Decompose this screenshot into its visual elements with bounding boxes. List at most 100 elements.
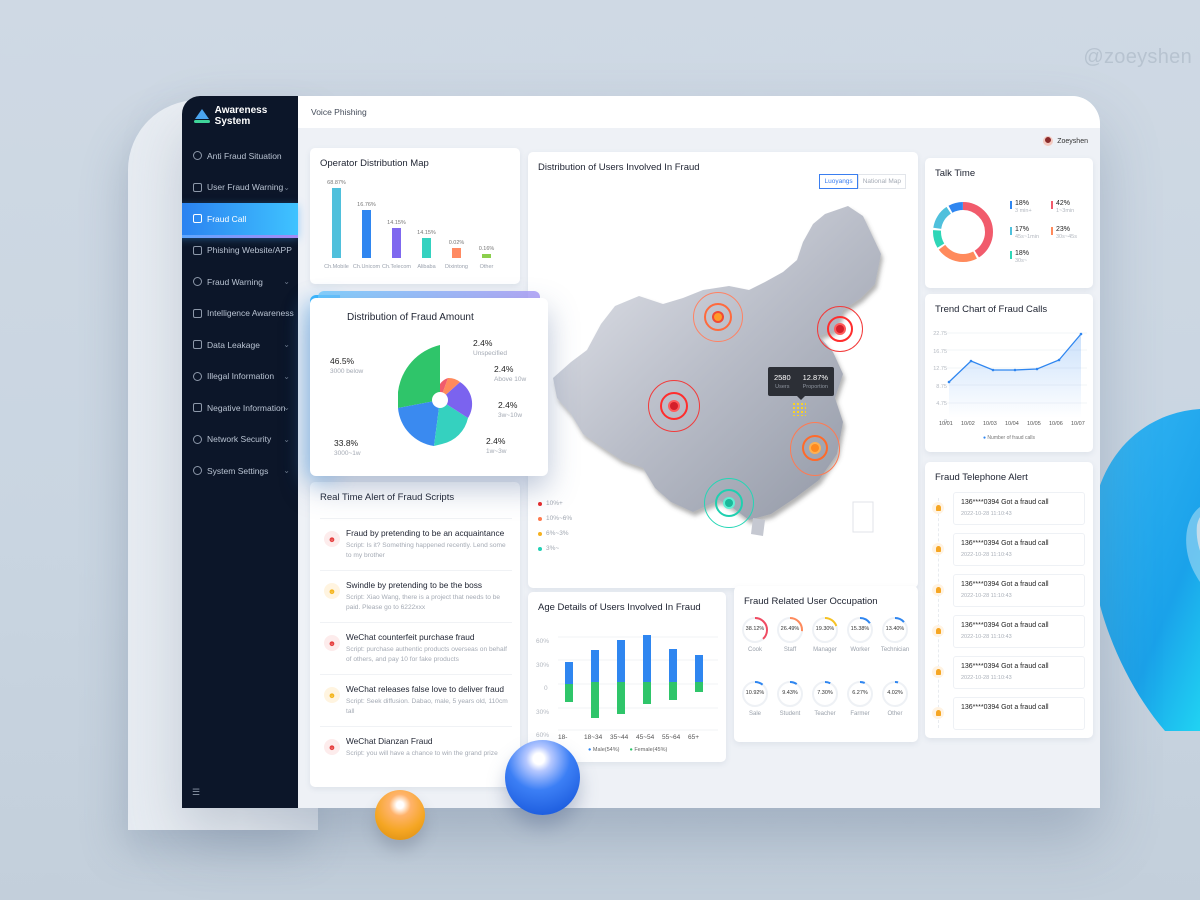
legend-item[interactable]: 10%+	[538, 500, 572, 507]
bar-ch-telecom[interactable]: 14.15% Ch.Telecom	[382, 220, 411, 270]
occupation-gauge[interactable]: 6.27% Farmer	[845, 680, 875, 717]
sidebar-item-illegal-information[interactable]: Illegal Information ⌄	[182, 361, 298, 393]
logo[interactable]: Awareness System	[182, 96, 298, 136]
briefcase-icon	[193, 340, 202, 350]
gauge-pct: 4.02%	[887, 690, 903, 696]
bar	[392, 228, 401, 258]
legend-label: 10%+	[546, 500, 563, 507]
script-alert-item[interactable]: ☻ WeChat counterfeit purchase fraud Script…	[320, 622, 512, 673]
occupation-gauge[interactable]: 13.40% Technician	[880, 616, 910, 653]
sidebar-item-user-fraud-warning[interactable]: User Fraud Warning ⌄	[182, 172, 298, 204]
bar-dixintong[interactable]: 0.02% Dixintong	[442, 240, 471, 270]
trend-x-axis: 10/01 10/02 10/03 10/04 10/05 10/06 10/0…	[939, 421, 1093, 427]
hotspot-ring[interactable]	[693, 292, 743, 342]
fraud-amount-rose-chart[interactable]	[390, 340, 490, 460]
script-text: Script: Is it? Something happened recent…	[346, 542, 506, 559]
hotspot-ring[interactable]	[648, 380, 700, 432]
telephone-alert-item[interactable]: 136****0394 Got a fraud call 2022-10-28 1…	[953, 533, 1085, 566]
tooltip-proportion-value: 12.87%	[802, 373, 829, 382]
script-alert-item[interactable]: ☻ Fraud by pretending to be an acquaintan…	[320, 518, 512, 569]
slice-pct: 2.4%	[486, 436, 506, 446]
legend-item[interactable]: 6%~3%	[538, 530, 572, 537]
sidebar-item-anti-fraud-situation[interactable]: Anti Fraud Situation	[182, 140, 298, 172]
talk-legend-item: 23% 30s~45s	[1051, 226, 1077, 240]
x-tick: 35~44	[610, 734, 629, 741]
map-tab-group: Luoyangs National Map	[819, 174, 906, 189]
script-title: WeChat counterfeit purchase fraud	[346, 632, 475, 642]
slice-pct: 2.4%	[494, 364, 514, 374]
bar	[332, 188, 341, 258]
location-icon	[193, 371, 202, 381]
talk-time-donut[interactable]	[931, 192, 995, 272]
sidebar-item-label: Data Leakage	[207, 339, 260, 350]
mountain-logo-icon	[194, 109, 210, 123]
script-alert-item[interactable]: ☻ WeChat Dianzan Fraud Script: you will ha…	[320, 726, 512, 777]
telephone-alert-item[interactable]: 136****0394 Got a fraud call 2022-10-28 1…	[953, 574, 1085, 607]
sidebar-item-data-leakage[interactable]: Data Leakage ⌄	[182, 329, 298, 361]
occupation-gauge[interactable]: 9.43% Student	[775, 680, 805, 717]
decorative-orange-sphere	[375, 790, 425, 840]
tab-luoyangs[interactable]: Luoyangs	[819, 174, 858, 189]
fraud-users-map-card: Distribution of Users Involved In Fraud …	[528, 152, 918, 588]
legend-item-male[interactable]: ● Male(54%)	[588, 747, 620, 753]
amount-label: 2.4% Unspecified	[473, 338, 507, 357]
occupation-gauge[interactable]: 38.12% Cook	[740, 616, 770, 653]
gauge-ring: 9.43%	[776, 680, 804, 708]
occupation-gauge[interactable]: 19.30% Manager	[810, 616, 840, 653]
gauge-label: Sale	[748, 711, 761, 717]
x-tick: 10/06	[1049, 421, 1063, 427]
occupation-gauge[interactable]: 26.49% Staff	[775, 616, 805, 653]
occupation-gauge[interactable]: 4.02% Other	[880, 680, 910, 717]
trend-legend[interactable]: ● Number of fraud calls	[983, 435, 1035, 441]
fraud-amount-card: Distribution of Fraud Amount 46.5% 3000 b…	[310, 298, 548, 476]
occupation-gauge[interactable]: 10.92% Sale	[740, 680, 770, 717]
user-menu[interactable]: Zoeyshen	[1043, 136, 1088, 146]
age-bar-chart[interactable]	[558, 632, 718, 732]
cluster-marker[interactable]	[792, 402, 806, 416]
bar-other[interactable]: 0.16% Other	[472, 246, 501, 270]
bar-ch-mobile[interactable]: 68.87% Ch.Mobile	[322, 180, 351, 270]
sidebar-item-phishing-website-app[interactable]: Phishing Website/APP	[182, 235, 298, 267]
sidebar-item-fraud-call[interactable]: Fraud Call	[182, 203, 298, 237]
bell-icon	[932, 625, 944, 637]
bar-ch-unicom[interactable]: 16.76% Ch.Unicom	[352, 202, 381, 270]
telephone-alert-item[interactable]: 136****0394 Got a fraud call 2022-10-28 1…	[953, 615, 1085, 648]
telephone-alert-item[interactable]: 136****0394 Got a fraud call	[953, 697, 1085, 730]
sidebar-item-system-settings[interactable]: System Settings ⌄	[182, 455, 298, 487]
x-tick: 55~64	[662, 734, 681, 741]
trend-line-chart[interactable]	[947, 328, 1087, 420]
legend-pct: 42%	[1056, 200, 1071, 207]
script-alert-item[interactable]: ☻ WeChat releases false love to deliver f…	[320, 674, 512, 725]
gauge-ring: 6.27%	[846, 680, 874, 708]
occupation-gauge[interactable]: 7.30% Teacher	[810, 680, 840, 717]
bar-label: Ch.Mobile	[324, 264, 349, 270]
bar-value: 14.15%	[417, 230, 436, 236]
chevron-down-icon: ⌄	[283, 277, 290, 287]
legend-item[interactable]: 3%~	[538, 545, 572, 552]
gauge-label: Cook	[747, 647, 762, 653]
menu-icon[interactable]: ☰	[192, 787, 201, 797]
trend-chart-card: Trend Chart of Fraud Calls 22.75 16.75 1…	[925, 294, 1093, 452]
script-alert-item[interactable]: ☻ Swindle by pretending to be the boss Scr…	[320, 570, 512, 621]
chevron-down-icon: ⌄	[283, 466, 290, 476]
gauge-ring: 13.40%	[881, 616, 909, 644]
hotspot-ring[interactable]	[817, 306, 863, 352]
x-tick: 18-	[558, 734, 568, 741]
telephone-alert-item[interactable]: 136****0394 Got a fraud call 2022-10-28 1…	[953, 492, 1085, 525]
hotspot-ring[interactable]	[704, 478, 754, 528]
sidebar-item-negative-information[interactable]: Negative Information ⌄	[182, 392, 298, 424]
occupation-gauge[interactable]: 15.38% Worker	[845, 616, 875, 653]
sidebar-item-intelligence-awareness[interactable]: Intelligence Awareness	[182, 298, 298, 330]
alert-text: 136****0394 Got a fraud call	[961, 499, 1049, 506]
bar-value: 16.76%	[357, 202, 376, 208]
telephone-alert-item[interactable]: 136****0394 Got a fraud call 2022-10-28 1…	[953, 656, 1085, 689]
hotspot-ring[interactable]	[790, 422, 840, 476]
sidebar-item-network-security[interactable]: Network Security ⌄	[182, 424, 298, 456]
legend-item[interactable]: 10%~6%	[538, 515, 572, 522]
legend-label: 30s~	[1015, 258, 1028, 264]
sidebar-item-fraud-warning[interactable]: Fraud Warning ⌄	[182, 266, 298, 298]
bar-alibaba[interactable]: 14.15% Alibaba	[412, 230, 441, 270]
legend-pct: 23%	[1056, 226, 1071, 233]
tab-national-map[interactable]: National Map	[857, 174, 906, 189]
legend-item-female[interactable]: ● Female(45%)	[629, 747, 668, 753]
